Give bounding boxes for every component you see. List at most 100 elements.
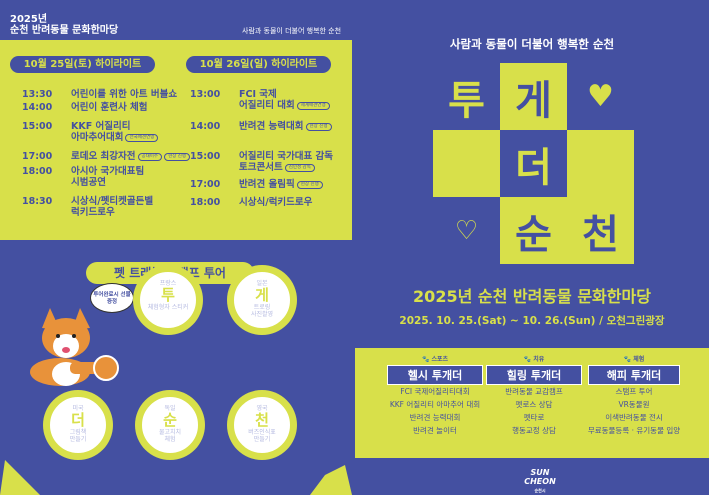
- schedule-event: 시상식/펫티켓골든벨 럭키드로우: [71, 196, 153, 218]
- brochure-title: 2025년 순천 반려동물 문화한마당: [10, 14, 118, 36]
- schedule-event: 어질리티 국가대표 감독 토크콘서트 김민성 감독: [239, 151, 333, 173]
- event-tag: 현장 진행: [305, 122, 332, 131]
- schedule-time: 15:00: [22, 121, 53, 132]
- schedule-row: 14:00 어린이 훈련사 체험: [22, 102, 182, 126]
- event-tag: 김민성 감독: [284, 163, 315, 172]
- char-cheon: 천: [567, 197, 634, 264]
- schedule-row: 18:00 아시아 국가대표팀 시범공연: [22, 166, 182, 190]
- schedule-time: 18:30: [22, 196, 53, 207]
- program-name: 힐링 투개더: [486, 365, 582, 385]
- stamp-country: 미국: [72, 405, 84, 412]
- poster-slogan: 사람과 동물이 더불어 행복한 순천: [449, 37, 615, 51]
- event-name: 어질리티 국가대표 감독: [239, 151, 334, 162]
- program-item: FCI 국제어질리티대회: [400, 387, 470, 396]
- dog-icon: ♥: [587, 79, 614, 114]
- stamp-inner: 영국 천 버즈인식표 만들기: [232, 395, 292, 455]
- event-tag: 현장 진행: [164, 152, 191, 161]
- program-name: 해피 투개더: [588, 365, 680, 385]
- corgi-illustration: [30, 308, 119, 386]
- stamp-country: 영국: [256, 405, 268, 412]
- program-item: VR동물원: [618, 400, 650, 409]
- program-item: 반려견 놀이터: [413, 426, 457, 435]
- category-label: 스포츠: [431, 356, 449, 363]
- program-item: 펫로스 상담: [515, 400, 553, 409]
- stamp-activity: 그림책: [69, 429, 87, 436]
- day1-label: 10월 25일(토) 하이라이트: [10, 56, 155, 73]
- cat-icon: [567, 130, 634, 197]
- day2-label: 10월 26일(일) 하이라이트: [186, 56, 331, 73]
- event-name: 어린이 훈련사 체험: [71, 102, 148, 113]
- program-column: 🐾 치유 힐링 투개더 반려동물 교감캠프 펫로스 상담 펫타로 행동교정 상담: [486, 354, 582, 437]
- stamp-country: 일본: [256, 280, 268, 287]
- schedule-time: 14:00: [190, 121, 221, 132]
- stamp-activity: 트로링: [253, 304, 271, 311]
- cat-face-icon: ♡: [454, 215, 479, 246]
- stamp-inner: 독일 순 물고치치 체험: [140, 395, 200, 455]
- paw-icon: 🐾: [421, 356, 432, 363]
- event-name-line2: 럭키드로우: [71, 207, 115, 218]
- schedule-row: 17:00 로데오 최강자전 공태이주 현장 진행: [22, 151, 191, 175]
- schedule-event: 시상식/럭키드로우: [239, 197, 312, 208]
- program-panel: 🐾 스포츠 헬시 투개더 FCI 국제어질리티대회 KKF 어질리티 아마추어 대회 반…: [355, 348, 709, 458]
- stamp-char: 투: [161, 286, 175, 304]
- schedule-row: 17:00 반려견 올림픽 현장 진행: [190, 179, 350, 203]
- event-name: 시상식/럭키드로우: [239, 197, 313, 208]
- stamp-activity: 사진촬영: [250, 311, 274, 318]
- schedule-time: 17:00: [190, 179, 221, 190]
- program-item: 펫타로: [523, 413, 545, 422]
- schedule-row: 15:00 어질리티 국가대표 감독 토크콘서트 김민성 감독: [190, 151, 350, 175]
- event-title: 2025년 순천 반려동물 문화한마당: [413, 287, 651, 306]
- program-item: 이색반려동물 전시: [605, 413, 663, 422]
- stamp-inner: 프랑스 투 체험형자 스티커: [138, 270, 198, 330]
- schedule-event: 어린이 훈련사 체험: [71, 102, 148, 113]
- cat-icon: [0, 460, 40, 495]
- schedule-event: 반려견 올림픽 현장 진행: [239, 179, 323, 190]
- program-category: 🐾 스포츠: [387, 354, 483, 363]
- program-item: 스탬프 투어: [615, 387, 653, 396]
- event-name: 시상식/펫티켓골든벨: [71, 196, 154, 207]
- event-name: 어린이를 위한 아트 버블쇼: [71, 89, 178, 100]
- stamp-activity: 체험: [164, 436, 176, 443]
- schedule-row: 14:00 반려견 능력대회 현장 진행: [190, 121, 350, 145]
- char-sun: 순: [500, 197, 567, 264]
- speech-bubble: 투어완료시 선물증정: [90, 283, 134, 313]
- event-name: 아시아 국가대표팀: [71, 166, 145, 177]
- paw-icon: 🐾: [623, 356, 634, 363]
- event-name: 반려견 올림픽: [239, 179, 295, 190]
- title-year: 2025년: [10, 14, 48, 25]
- stamp-activity: 만들기: [69, 436, 87, 443]
- program-category: 🐾 치유: [486, 354, 582, 363]
- stamp-inner: 일본 게 트로링 사진촬영: [232, 270, 292, 330]
- schedule-event: FCI 국제 어질리티 대회 세계애견연맹: [239, 89, 330, 111]
- logo-grid: 투 게 ♥ 더 ♡ 순 천: [433, 63, 634, 264]
- schedule-time: 18:00: [190, 197, 221, 208]
- schedule-event: 반려견 능력대회 현장 진행: [239, 121, 332, 132]
- category-label: 치유: [533, 356, 545, 363]
- program-item: 무료동물등록 · 유기동물 입양: [587, 426, 681, 435]
- event-name: 반려견 능력대회: [239, 121, 304, 132]
- schedule-event: 로데오 최강자전 공태이주 현장 진행: [71, 151, 191, 162]
- schedule-row: 18:00 시상식/럭키드로우: [190, 197, 350, 221]
- schedule-time: 14:00: [22, 102, 53, 113]
- schedule-row: 18:30 시상식/펫티켓골든벨 럭키드로우: [22, 196, 182, 220]
- schedule-row: 13:30 어린이를 위한 아트 버블쇼: [22, 89, 182, 113]
- event-name-line2: 어질리티 대회: [239, 100, 295, 111]
- program-category: 🐾 체험: [588, 354, 680, 363]
- program-item: 행동교정 상담: [512, 426, 556, 435]
- event-date: 2025. 10. 25.(Sat) ~ 10. 26.(Sun) / 오천그린…: [399, 315, 665, 327]
- schedule-event: KKF 어질리티 아마추어대회 전국애견연맹: [71, 121, 159, 143]
- program-item: 반려견 능력대회: [409, 413, 461, 422]
- stamp-badge: 독일 순 물고치치 체험: [135, 390, 205, 460]
- stamp-char: 더: [71, 411, 85, 429]
- schedule-event: 아시아 국가대표팀 시범공연: [71, 166, 144, 188]
- paw-icon: 🐾: [523, 356, 534, 363]
- stamp-country: 독일: [164, 405, 176, 412]
- schedule-event: 어린이를 위한 아트 버블쇼: [71, 89, 177, 100]
- stamp-badge: 프랑스 투 체험형자 스티커: [133, 265, 203, 335]
- stamp-badge: 미국 더 그림책 만들기: [43, 390, 113, 460]
- stamp-char: 순: [163, 411, 177, 429]
- category-label: 체험: [633, 356, 645, 363]
- schedule-row: 15:00 KKF 어질리티 아마추어대회 전국애견연맹: [22, 121, 182, 145]
- title-name: 순천 반려동물 문화한마당: [10, 25, 119, 36]
